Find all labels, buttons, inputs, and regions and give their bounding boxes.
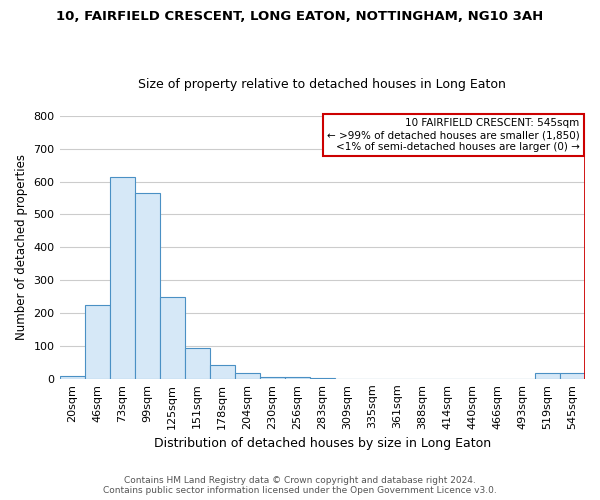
Bar (310, 378, 335, 379)
Bar (209, 365, 235, 379)
Bar (85, 305, 110, 379)
Bar (535, 373, 560, 379)
Bar (560, 373, 585, 379)
Bar (260, 377, 285, 379)
Bar (59, 376, 85, 379)
Bar (185, 348, 209, 379)
Bar (160, 296, 185, 379)
Bar (110, 176, 134, 379)
Text: 10 FAIRFIELD CRESCENT: 545sqm
← >99% of detached houses are smaller (1,850)
<1% : 10 FAIRFIELD CRESCENT: 545sqm ← >99% of … (327, 118, 580, 152)
X-axis label: Distribution of detached houses by size in Long Eaton: Distribution of detached houses by size … (154, 437, 491, 450)
Bar (285, 377, 310, 379)
Y-axis label: Number of detached properties: Number of detached properties (15, 154, 28, 340)
Text: 10, FAIRFIELD CRESCENT, LONG EATON, NOTTINGHAM, NG10 3AH: 10, FAIRFIELD CRESCENT, LONG EATON, NOTT… (56, 10, 544, 23)
Text: Contains HM Land Registry data © Crown copyright and database right 2024.
Contai: Contains HM Land Registry data © Crown c… (103, 476, 497, 495)
Bar (134, 193, 160, 379)
Title: Size of property relative to detached houses in Long Eaton: Size of property relative to detached ho… (139, 78, 506, 91)
Bar (235, 373, 260, 379)
